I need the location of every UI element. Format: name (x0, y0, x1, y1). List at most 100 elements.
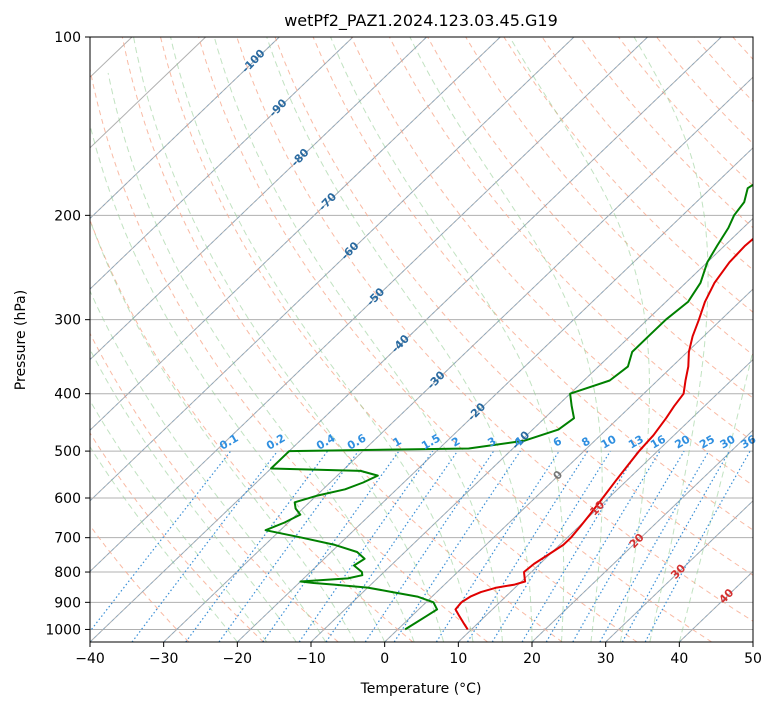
isotherm-label: -100 (239, 47, 268, 76)
mixing-ratio-line (644, 450, 751, 642)
dry-adiabat (90, 66, 488, 642)
x-tick-label: 10 (449, 651, 467, 667)
skewed-isotherm (310, 217, 753, 642)
isotherm-line (90, 37, 280, 219)
isotherm-line (384, 288, 753, 642)
mixing-ratio-line (218, 450, 359, 642)
isotherm-line (90, 37, 427, 361)
chart-title: wetPf2_PAZ1.2024.123.03.45.G19 (284, 11, 558, 31)
mixing-ratio-line (262, 450, 400, 642)
y-tick-label: 300 (54, 313, 81, 329)
skewed-isotherm (384, 288, 753, 642)
moist-adiabat (633, 37, 709, 642)
isotherm-line (90, 37, 722, 642)
moist-adiabat (330, 37, 565, 642)
mixing-ratio-label: 8 (579, 435, 592, 450)
moist-adiabat (266, 37, 533, 642)
y-tick-label: 100 (54, 30, 81, 46)
mixing-ratio-line (491, 450, 611, 642)
dry-adiabat (771, 37, 775, 642)
x-tick-label: 20 (523, 651, 541, 667)
skewed-isotherm (605, 500, 753, 642)
isotherm-line (237, 147, 753, 642)
dry-adiabat (388, 37, 753, 443)
moist-adiabat (213, 37, 503, 642)
mixing-ratio-label: 30 (718, 432, 738, 451)
mixing-ratio-label: 1 (391, 435, 404, 450)
mixing-ratio-label: 10 (599, 432, 619, 451)
x-tick-label: 30 (597, 651, 615, 667)
temperature-profile (454, 237, 753, 630)
skewed-isotherm-gridlines (0, 37, 753, 642)
isotherm-line (458, 359, 753, 642)
skewed-isotherm (90, 37, 648, 573)
moist-adiabat (90, 445, 238, 642)
profile-lines (264, 183, 753, 631)
dry-adiabat (312, 37, 753, 531)
mixing-ratio-line (298, 450, 434, 642)
moist-adiabat (509, 37, 650, 642)
mixing-ratio-label: 20 (673, 432, 693, 451)
mixing-ratio-line (435, 450, 560, 642)
dry-adiabat (160, 37, 638, 642)
moist-adiabat (678, 348, 753, 642)
mixing-ratio-line (131, 450, 279, 642)
skewed-isotherm (0, 37, 58, 642)
mixing-ratio-label: 36 (738, 432, 758, 451)
isotherm-line (531, 429, 753, 642)
mixing-ratio-line (364, 450, 495, 642)
y-axis-title: Pressure (hPa) (13, 290, 29, 390)
y-tick-label: 900 (54, 595, 81, 611)
dry-adiabat (618, 37, 753, 187)
x-axis-title: Temperature (°C) (360, 681, 482, 697)
x-tick-label: −20 (223, 651, 253, 667)
dry-adiabat (656, 37, 753, 145)
y-tick-label: 400 (54, 387, 81, 403)
x-axis-ticks: −40 −30 −20 −10 0 10 20 30 40 50 (75, 642, 762, 667)
dry-adiabat (274, 37, 753, 576)
isotherm-line (605, 500, 753, 642)
isotherm-line (90, 37, 354, 290)
mixing-ratio-label: 6 (551, 434, 564, 449)
skewed-isotherm (678, 570, 753, 642)
plot-area (0, 37, 775, 642)
isotherm-line (310, 217, 753, 642)
moist-adiabat (90, 348, 297, 642)
isotherm-line (90, 37, 648, 572)
moist-adiabat (409, 37, 603, 642)
mixing-ratio-lines (90, 450, 751, 642)
moist-adiabat (90, 123, 386, 642)
mixing-ratio-line (185, 450, 329, 642)
mixing-ratio-label: 25 (697, 433, 717, 452)
mixing-ratio-line (621, 450, 730, 642)
plot-frame (89, 36, 754, 643)
y-tick-label: 800 (54, 565, 81, 581)
x-tick-label: −40 (75, 651, 105, 667)
moist-adiabat (90, 218, 356, 642)
mixing-ratio-line (599, 450, 710, 642)
mixing-ratio-line (393, 450, 521, 642)
dewpoint-profile (264, 183, 753, 631)
isotherm-line (90, 37, 501, 431)
isotherm-lines (90, 37, 753, 642)
y-tick-label: 1000 (45, 622, 81, 638)
x-tick-label: 0 (380, 651, 389, 667)
mixing-ratio-line (90, 450, 232, 633)
dry-adiabat (90, 524, 190, 642)
dry-adiabat (694, 37, 753, 103)
mixing-ratio-label: 0.4 (314, 431, 338, 452)
mixing-ratio-label: 16 (648, 432, 668, 451)
skewed-isotherm (531, 429, 753, 642)
x-tick-label: 40 (670, 651, 688, 667)
moist-adiabat (90, 399, 268, 642)
y-tick-label: 600 (54, 491, 81, 507)
moist-adiabat (133, 37, 445, 642)
skewed-isotherm (457, 358, 753, 642)
dry-adiabat (732, 37, 753, 61)
mixing-ratio-line (466, 450, 589, 642)
y-tick-label: 700 (54, 531, 81, 547)
x-tick-label: −30 (149, 651, 179, 667)
skewed-isotherm (90, 37, 206, 149)
mixing-ratio-line (325, 450, 458, 642)
